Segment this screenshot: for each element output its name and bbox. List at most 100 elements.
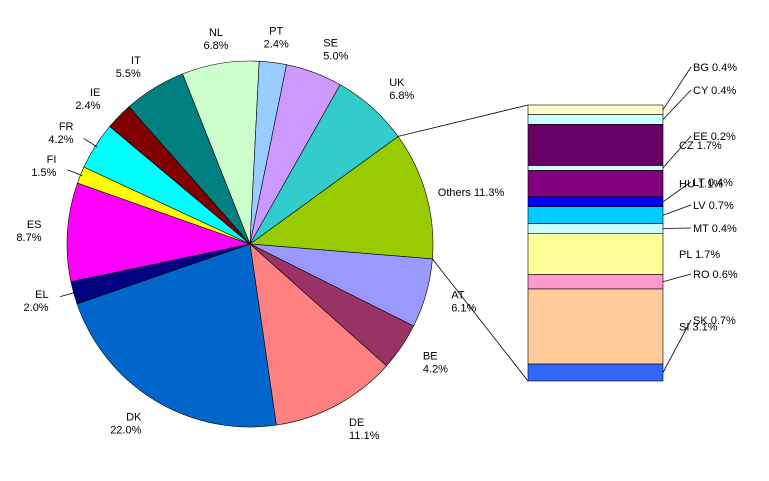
pie-label-pt: PT 2.4% [264, 26, 289, 51]
bar-label-mt: MT 0.4% [693, 223, 737, 235]
bar-label-value: 0.6% [710, 269, 738, 281]
pie-label-name: FR [59, 121, 74, 133]
pie-label-name: FI [47, 154, 57, 166]
bar-label-lv: LV 0.7% [693, 200, 734, 212]
pie-label-name: SE [323, 37, 338, 49]
bar-label-value: 0.4% [705, 177, 733, 189]
pie-label-be: BE 4.2% [423, 351, 448, 376]
bar-label-name: SK [693, 315, 708, 327]
pie-label-fi: FI 1.5% [31, 154, 56, 179]
bar-label-pl: PL 1.7% [679, 249, 720, 261]
bar-label-leader [662, 135, 692, 169]
others-breakdown-bar [527, 104, 664, 382]
pie-label-nl: NL 6.8% [203, 27, 228, 52]
pie-label-it: IT 5.5% [116, 55, 141, 80]
bar-label-value: 0.4% [709, 223, 737, 235]
bar-label-name: PL [679, 249, 692, 261]
pie-label-name: DK [126, 412, 142, 424]
pie-label-value: 2.4% [75, 100, 100, 112]
pie-label-value: 2.4% [264, 39, 289, 51]
pie-label-name: EL [35, 289, 48, 301]
bar-label-value: 0.7% [706, 200, 734, 212]
bar-label-name: RO [693, 269, 710, 281]
pie-label-name: IE [90, 87, 100, 99]
bar-label-leader [662, 273, 692, 283]
bar-label-value: 3.1% [689, 322, 717, 334]
pie-label-de: DE 11.1% [349, 417, 380, 442]
connector-line-top [398, 104, 529, 137]
bar-segment-si [527, 288, 664, 365]
bar-label-value: 0.2% [708, 131, 736, 143]
pie-label-value: 6.1% [451, 302, 476, 314]
bar-label-cy: CY 0.4% [693, 85, 736, 97]
bar-label-value: 1.1% [695, 179, 723, 191]
bar-label-value: 0.7% [708, 315, 736, 327]
pie-label-leader [83, 138, 98, 148]
bar-segment-hu [527, 170, 664, 198]
pie-label-at: AT 6.1% [451, 289, 476, 314]
bar-label-leader [662, 89, 692, 120]
pie-label-value: 11.3% [471, 187, 505, 199]
bar-segment-cz [527, 124, 664, 166]
bar-label-name: SI [679, 322, 689, 334]
pie-label-dk: DK 22.0% [110, 412, 142, 437]
pie-label-name: DE [349, 417, 364, 429]
pie-label-name: BE [423, 351, 438, 363]
bar-label-name: CZ [679, 140, 694, 152]
connector-line-bottom [432, 258, 529, 382]
bar-label-leader [662, 227, 692, 229]
pie-label-el: EL 2.0% [24, 289, 49, 314]
bar-segment-lv [527, 206, 664, 224]
pie-label-value: 2.0% [24, 302, 49, 314]
bar-segment-bg [527, 104, 664, 115]
bar-segment-lt [527, 196, 664, 207]
bar-segment-ee [527, 165, 664, 171]
bar-label-name: MT [693, 223, 709, 235]
pie-label-leader [59, 291, 76, 297]
bar-label-sk: SK 0.7% [693, 315, 736, 327]
bar-segment-cy [527, 114, 664, 125]
pie-label-fr: FR 4.2% [48, 121, 73, 146]
pie-label-uk: UK 6.8% [389, 77, 414, 102]
data-labels: Others 11.3% AT 6.1% BE 4.2% DE 11.1% DK 22.0% EL… [16, 26, 737, 443]
bar-segment-ro [527, 274, 664, 290]
pie-label-es: ES 8.7% [16, 219, 41, 244]
bar-label-leader [662, 204, 692, 216]
bar-label-value: 0.4% [709, 62, 737, 74]
pie-label-name: UK [389, 77, 405, 89]
bar-label-name: LT [693, 177, 705, 189]
pie [66, 60, 434, 428]
pie-slice-es [66, 182, 252, 283]
bar-label-ro: RO 0.6% [693, 269, 738, 281]
pie-slice-others [249, 136, 434, 260]
bar-label-cz: CZ 1.7% [679, 140, 722, 152]
pie-label-name: PT [269, 26, 283, 38]
bar-label-bg: BG 0.4% [693, 62, 737, 74]
bar-label-name: EE [693, 131, 708, 143]
bar-label-leader [662, 181, 692, 203]
bar-label-lt: LT 0.4% [693, 177, 733, 189]
bar-segment-sk [527, 363, 664, 382]
pie-label-ie: IE 2.4% [75, 87, 100, 112]
pie-label-value: 5.5% [116, 68, 141, 80]
pie-label-name: ES [27, 219, 42, 231]
bar-label-value: 0.4% [708, 85, 736, 97]
bar-segment-mt [527, 223, 664, 234]
bar-label-si: SI 3.1% [679, 322, 718, 334]
pie-label-value: 8.7% [16, 232, 41, 244]
bar-label-leader [662, 66, 692, 111]
bar-label-name: CY [693, 85, 709, 97]
pie-label-value: 4.2% [423, 364, 448, 376]
pie-label-value: 6.8% [389, 90, 414, 102]
bar-segment-pl [527, 233, 664, 275]
bar-label-name: BG [693, 62, 709, 74]
bar-label-name: LV [693, 200, 706, 212]
pie-label-name: IT [131, 55, 141, 67]
pie-label-name: AT [451, 289, 465, 301]
pie-label-name: Others [438, 187, 472, 199]
pie-label-value: 22.0% [110, 425, 141, 437]
bar-label-value: 1.7% [694, 140, 722, 152]
bar-label-value: 1.7% [692, 249, 720, 261]
pie-label-value: 11.1% [349, 430, 380, 442]
